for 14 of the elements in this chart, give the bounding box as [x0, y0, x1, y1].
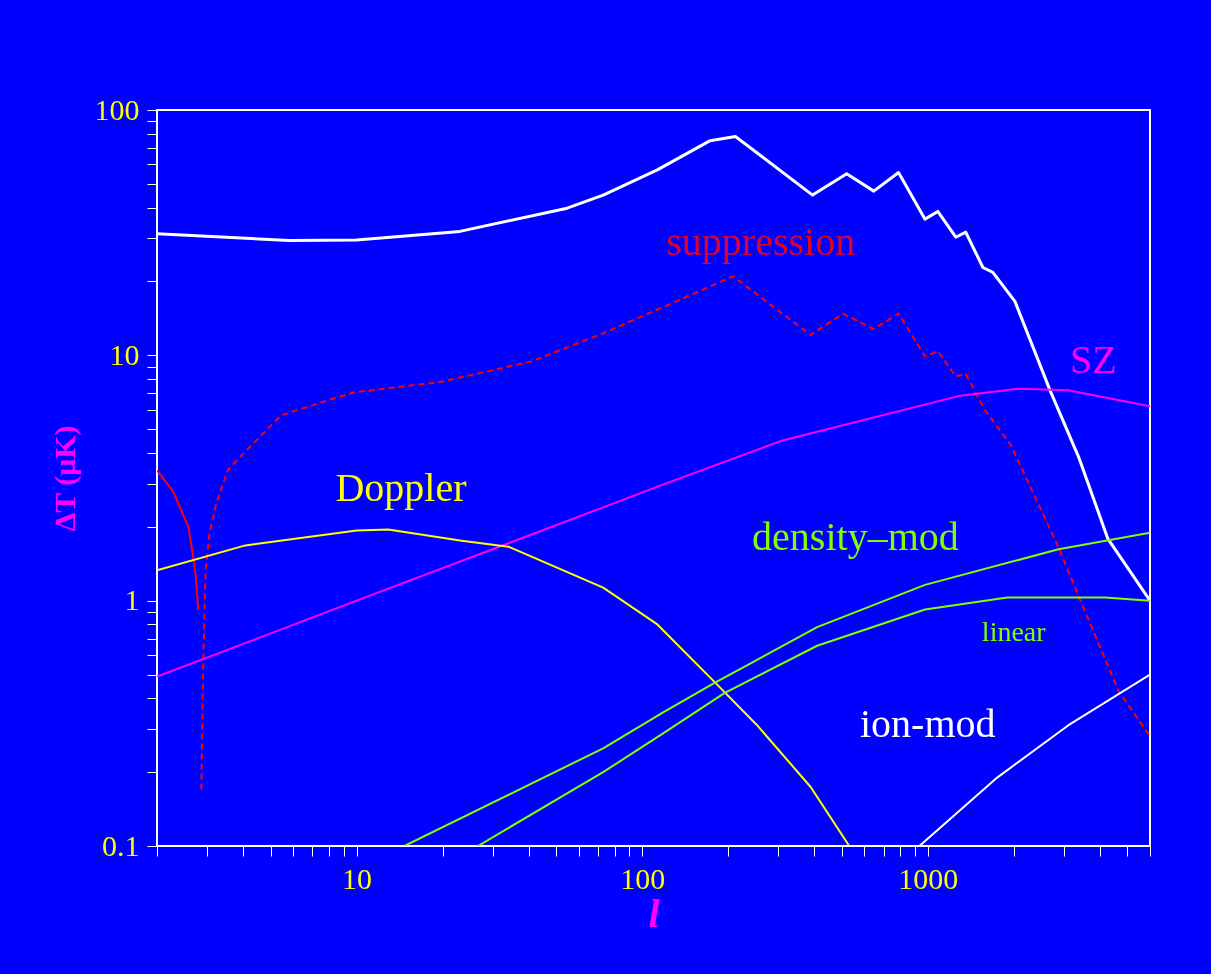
line-series [157, 469, 200, 611]
y-tick-label: 10 [109, 337, 140, 371]
series-label: ion-mod [860, 701, 996, 747]
x-tick-label: 10 [342, 861, 373, 895]
y-tick-label: 1 [124, 583, 140, 617]
series-label: linear [981, 615, 1047, 647]
y-tick-label: 0.1 [102, 828, 140, 862]
x-tick-label: 1000 [898, 861, 959, 895]
series-label: Doppler [335, 464, 467, 510]
series-label: density–mod [752, 514, 959, 560]
series-label: suppression [666, 219, 856, 265]
y-axis-title: ΔT (μK) [47, 425, 82, 532]
series-label: SZ [1070, 336, 1117, 382]
y-tick-label: 100 [94, 92, 140, 126]
